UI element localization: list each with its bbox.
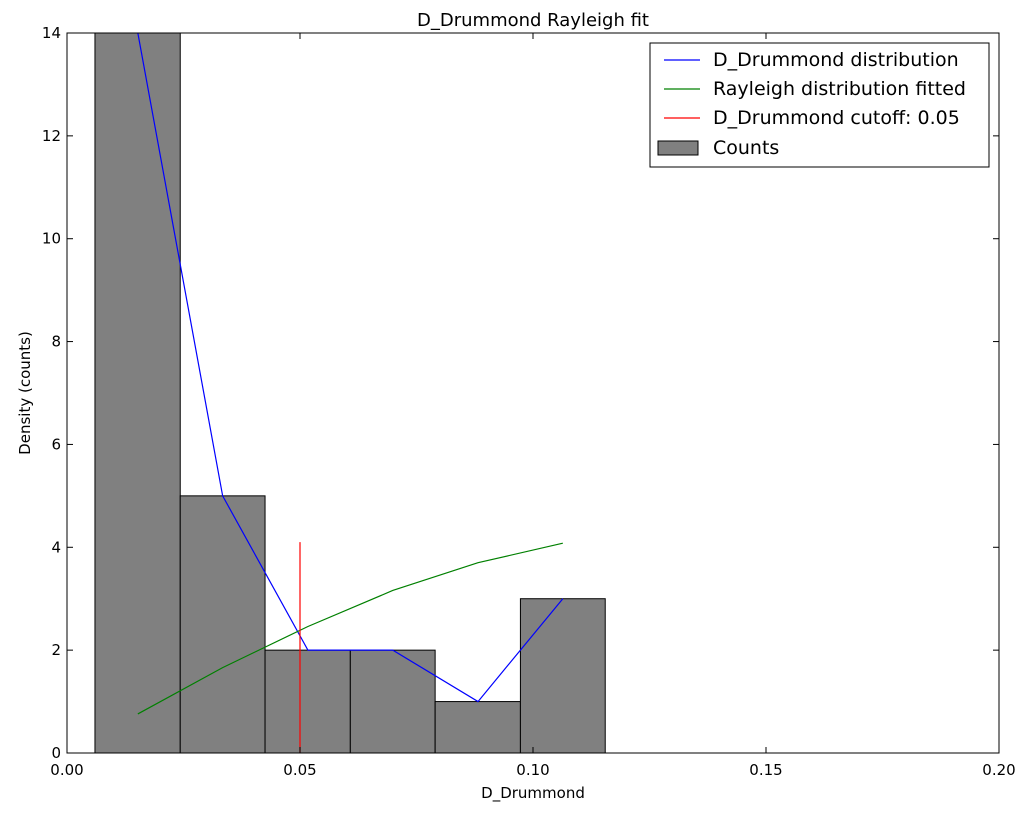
y-tick-label: 10 bbox=[42, 230, 61, 248]
y-tick-label: 8 bbox=[51, 333, 61, 351]
y-tick-label: 12 bbox=[42, 127, 61, 145]
axis-ticks: 0.00 0.05 0.10 0.15 0.20 0 2 4 6 8 10 12 14 bbox=[42, 24, 1016, 779]
x-tick-label: 0.20 bbox=[982, 761, 1015, 779]
legend-box bbox=[649, 42, 990, 168]
y-tick-label: 4 bbox=[51, 538, 61, 556]
y-tick-label: 0 bbox=[51, 744, 61, 762]
y-tick-label: 14 bbox=[42, 24, 61, 42]
legend-label-distribution: D_Drummond distribution bbox=[713, 49, 959, 71]
histogram-bar bbox=[349, 649, 436, 754]
y-tick-label: 6 bbox=[51, 435, 61, 453]
legend-label-rayleigh: Rayleigh distribution fitted bbox=[713, 78, 966, 100]
x-axis-label: D_Drummond bbox=[481, 784, 585, 803]
histogram-bar bbox=[179, 495, 266, 754]
histogram-bar bbox=[94, 32, 181, 754]
legend-swatch-counts bbox=[657, 140, 699, 156]
chart-title: D_Drummond Rayleigh fit bbox=[417, 10, 649, 31]
rayleigh-fit-line bbox=[137, 542, 563, 715]
x-tick-label: 0.05 bbox=[283, 761, 316, 779]
histogram-bar bbox=[519, 598, 606, 754]
x-tick-label: 0.00 bbox=[50, 761, 83, 779]
x-tick-label: 0.15 bbox=[749, 761, 782, 779]
y-tick-label: 2 bbox=[51, 641, 61, 659]
x-tick-label: 0.10 bbox=[516, 761, 549, 779]
histogram-bars bbox=[94, 32, 606, 754]
legend-label-cutoff: D_Drummond cutoff: 0.05 bbox=[713, 107, 960, 129]
legend-label-counts: Counts bbox=[713, 137, 779, 159]
distribution-line bbox=[137, 32, 564, 703]
series-lines bbox=[137, 32, 564, 753]
legend: D_Drummond distribution Rayleigh distrib… bbox=[649, 42, 990, 168]
y-axis-label: Density (counts) bbox=[16, 331, 34, 455]
histogram-bar bbox=[434, 701, 521, 754]
histogram-bar bbox=[264, 649, 351, 754]
